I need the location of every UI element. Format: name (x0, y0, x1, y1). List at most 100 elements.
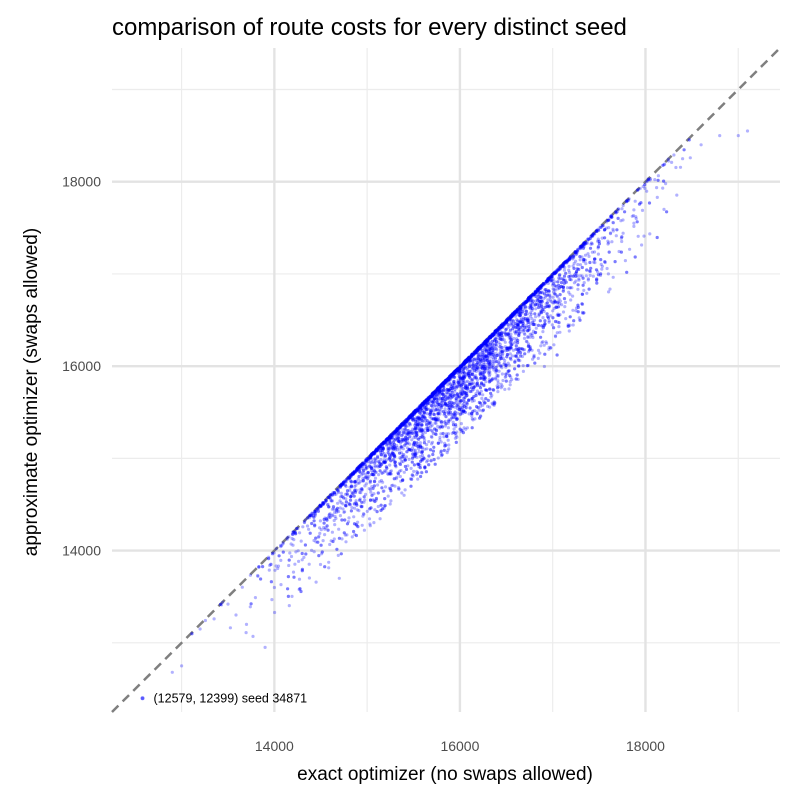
data-point (492, 332, 496, 336)
data-point (481, 341, 485, 345)
data-point (423, 406, 427, 410)
identity-reference-line (111, 47, 781, 713)
data-point (475, 382, 479, 386)
data-point (423, 400, 427, 405)
data-point (449, 387, 453, 391)
data-point (267, 557, 271, 561)
data-point (383, 460, 387, 464)
data-point (455, 404, 459, 408)
data-point (475, 381, 479, 385)
data-point (561, 289, 565, 293)
data-point (441, 396, 445, 400)
data-point (289, 554, 294, 559)
data-point (372, 484, 376, 488)
data-point (366, 460, 370, 464)
data-point (436, 398, 440, 402)
data-point (518, 311, 523, 315)
data-point (503, 331, 507, 335)
data-point (463, 360, 468, 364)
data-point (391, 445, 395, 449)
data-point (581, 246, 586, 250)
data-point (410, 438, 414, 442)
data-point (428, 394, 433, 398)
data-point (234, 613, 238, 617)
data-point (323, 500, 327, 504)
data-point (472, 381, 476, 385)
data-point (526, 298, 530, 302)
data-point (453, 370, 457, 374)
data-point (413, 431, 417, 435)
data-point (471, 372, 475, 376)
data-point (510, 354, 515, 358)
data-point (357, 481, 361, 485)
data-point (411, 416, 415, 420)
data-point (445, 397, 449, 401)
data-point (512, 312, 516, 316)
data-point (294, 550, 298, 554)
data-point (488, 372, 492, 376)
data-point (434, 389, 438, 394)
data-point (348, 498, 353, 502)
data-point (347, 516, 351, 520)
data-point (507, 317, 511, 321)
data-point (464, 358, 468, 362)
data-point (592, 250, 597, 254)
data-point (371, 470, 375, 474)
data-point (610, 215, 614, 219)
data-point (440, 392, 444, 396)
data-point (504, 379, 508, 383)
data-point (507, 335, 511, 339)
data-point (534, 302, 538, 306)
data-point (429, 403, 433, 407)
data-point (274, 547, 278, 551)
data-point (414, 430, 418, 434)
data-point (527, 348, 532, 352)
data-point (568, 277, 572, 282)
data-point (547, 289, 551, 293)
data-point (395, 446, 399, 450)
data-point (582, 311, 586, 315)
data-point (307, 527, 311, 531)
data-point (433, 416, 437, 420)
data-point (531, 320, 535, 324)
data-point (379, 453, 383, 457)
data-point (495, 353, 499, 358)
data-point (466, 365, 470, 370)
data-point (372, 452, 376, 456)
data-point (616, 216, 620, 220)
data-point (482, 353, 486, 357)
data-point (511, 313, 515, 317)
data-point (291, 570, 296, 574)
data-point (540, 324, 544, 328)
data-point (542, 364, 547, 369)
data-point (403, 488, 407, 492)
data-point (609, 214, 613, 218)
data-point (568, 323, 572, 327)
data-point (379, 503, 383, 507)
data-point (340, 518, 344, 522)
data-point (450, 373, 454, 377)
data-point (572, 255, 576, 260)
data-point (489, 335, 494, 339)
data-point (526, 328, 530, 333)
data-point (391, 440, 395, 444)
data-point (427, 454, 431, 458)
data-point (396, 430, 400, 434)
data-point (403, 427, 407, 431)
data-point (540, 304, 544, 309)
data-point (425, 460, 429, 464)
data-point (375, 448, 379, 452)
data-point (453, 369, 457, 373)
data-point (376, 491, 380, 495)
data-point (557, 283, 561, 287)
data-point (537, 312, 542, 317)
data-point (455, 368, 460, 372)
data-point (463, 410, 467, 414)
data-point (412, 448, 416, 452)
data-point (249, 602, 253, 606)
data-point (425, 407, 429, 411)
data-point (377, 460, 381, 464)
data-point (647, 201, 652, 205)
data-point (442, 394, 446, 398)
data-point (384, 438, 388, 442)
